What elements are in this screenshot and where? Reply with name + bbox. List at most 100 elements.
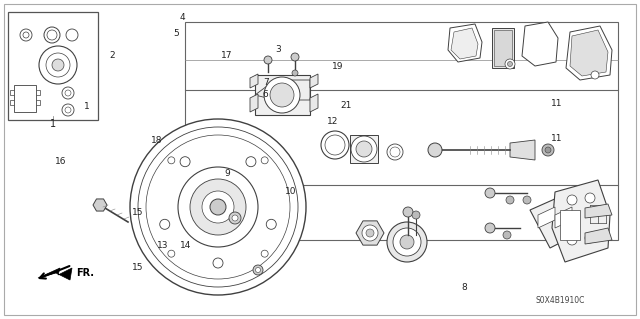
Circle shape [44,27,60,43]
Circle shape [232,215,238,221]
Polygon shape [510,140,535,160]
Circle shape [202,191,234,223]
Text: 8: 8 [461,283,467,292]
Circle shape [542,144,554,156]
Circle shape [508,62,513,66]
Bar [492,28,514,68]
Polygon shape [93,199,107,211]
Text: 15: 15 [132,263,143,272]
Circle shape [160,219,170,229]
Polygon shape [38,268,72,280]
Polygon shape [185,185,618,240]
Polygon shape [522,22,558,66]
Circle shape [210,199,226,215]
Circle shape [390,147,400,157]
Polygon shape [530,190,595,248]
Circle shape [585,193,595,203]
Circle shape [261,157,268,164]
Polygon shape [36,90,40,95]
Circle shape [505,59,515,69]
Text: 18: 18 [151,136,163,145]
Circle shape [591,71,599,79]
Text: 7: 7 [263,78,268,87]
Circle shape [65,107,71,113]
Circle shape [485,223,495,233]
Circle shape [20,29,32,41]
Polygon shape [36,100,40,105]
Text: 16: 16 [55,157,67,166]
Text: 11: 11 [551,134,563,143]
Circle shape [39,46,77,84]
Polygon shape [585,204,612,218]
Circle shape [229,212,241,224]
Circle shape [190,179,246,235]
Circle shape [52,59,64,71]
Text: 1: 1 [50,119,56,129]
Circle shape [412,211,420,219]
Text: S0X4B1910C: S0X4B1910C [535,296,584,305]
Polygon shape [451,28,478,59]
Circle shape [585,233,595,243]
Circle shape [65,90,71,96]
Circle shape [153,172,223,242]
Polygon shape [10,100,14,105]
Circle shape [545,147,551,153]
Circle shape [362,225,378,241]
Polygon shape [250,74,258,88]
Circle shape [503,231,511,239]
Text: 21: 21 [340,101,351,110]
Bar [560,210,580,240]
Text: 14: 14 [180,241,191,250]
Text: 6: 6 [263,90,268,99]
Circle shape [261,250,268,257]
Circle shape [66,29,78,41]
Circle shape [351,136,377,162]
Circle shape [506,196,514,204]
Polygon shape [552,180,610,262]
Circle shape [180,157,190,167]
Circle shape [255,268,260,272]
Circle shape [291,53,299,61]
Circle shape [213,258,223,268]
Circle shape [23,32,29,38]
Circle shape [270,83,294,107]
Circle shape [130,119,306,295]
Text: 5: 5 [173,29,179,38]
Text: 17: 17 [221,51,233,60]
Circle shape [168,157,175,164]
Circle shape [253,265,263,275]
Polygon shape [14,85,36,112]
Bar [8,12,98,120]
Text: 11: 11 [551,99,563,108]
Text: 15: 15 [132,208,143,217]
Text: 4: 4 [180,13,185,22]
Bar [494,30,512,66]
Circle shape [47,30,57,40]
Circle shape [567,195,577,205]
Text: 13: 13 [157,241,169,250]
Polygon shape [255,75,310,115]
Circle shape [292,70,298,76]
Circle shape [264,56,272,64]
Circle shape [178,167,258,247]
Polygon shape [10,90,14,95]
Polygon shape [310,74,318,88]
Polygon shape [310,94,318,112]
Polygon shape [185,22,618,90]
Bar [350,135,378,163]
Circle shape [321,131,349,159]
Circle shape [567,235,577,245]
Circle shape [428,143,442,157]
Text: 12: 12 [327,117,339,126]
Circle shape [403,207,413,217]
Circle shape [266,219,276,229]
Polygon shape [448,24,482,62]
Text: 19: 19 [332,63,343,71]
Text: 2: 2 [109,51,115,60]
Polygon shape [255,80,310,100]
Circle shape [366,229,374,237]
Text: FR.: FR. [76,268,94,278]
Circle shape [387,222,427,262]
Polygon shape [250,94,258,112]
Polygon shape [570,30,608,76]
